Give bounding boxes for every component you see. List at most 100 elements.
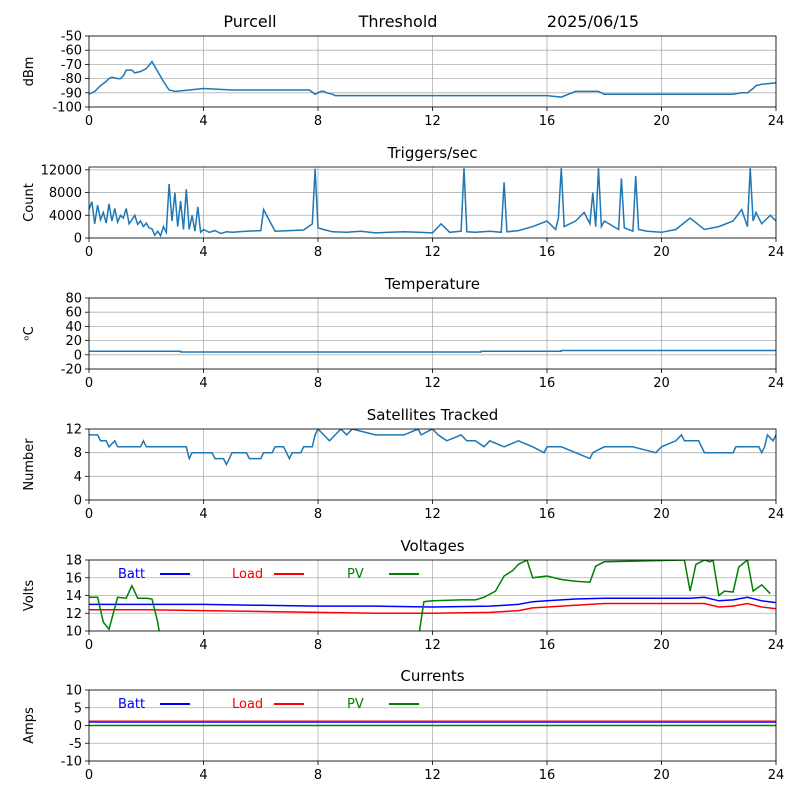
x-tick-label: 20 bbox=[653, 768, 670, 783]
y-tick-label: 8000 bbox=[49, 186, 82, 201]
series-line-rssi bbox=[89, 60, 776, 98]
x-tick-label: 16 bbox=[539, 638, 556, 653]
x-tick-label: 24 bbox=[768, 114, 785, 129]
x-tick-label: 0 bbox=[85, 376, 93, 391]
x-tick-label: 24 bbox=[768, 376, 785, 391]
x-tick-label: 8 bbox=[314, 638, 322, 653]
y-tick-label: 0 bbox=[74, 232, 82, 247]
x-tick-label: 20 bbox=[653, 114, 670, 129]
y-tick-label: 18 bbox=[65, 554, 82, 569]
y-tick-label: 5 bbox=[74, 701, 82, 716]
y-axis-label: Amps bbox=[22, 707, 37, 744]
x-tick-label: 0 bbox=[85, 638, 93, 653]
y-tick-label: 14 bbox=[65, 589, 82, 604]
x-tick-label: 0 bbox=[85, 507, 93, 522]
chart-title: Voltages bbox=[400, 537, 464, 555]
x-tick-label: 20 bbox=[653, 638, 670, 653]
y-tick-label: 10 bbox=[65, 625, 82, 640]
x-tick-label: 16 bbox=[539, 768, 556, 783]
legend-label-pv: PV bbox=[347, 567, 364, 582]
x-tick-label: 24 bbox=[768, 768, 785, 783]
chart-satellites: 0 4 8 12 16 20 24 0 4 8 12 Satellites Tracked Number bbox=[22, 406, 784, 522]
x-tick-label: 20 bbox=[653, 376, 670, 391]
y-tick-label: 40 bbox=[65, 320, 82, 335]
x-tick-label: 8 bbox=[314, 507, 322, 522]
legend-label-load: Load bbox=[232, 697, 263, 712]
y-axis-label: dBm bbox=[22, 57, 37, 87]
x-tick-label: 8 bbox=[314, 768, 322, 783]
x-tick-label: 16 bbox=[539, 507, 556, 522]
x-tick-label: 4 bbox=[199, 114, 207, 129]
y-tick-label: 8 bbox=[74, 446, 82, 461]
x-tick-label: 4 bbox=[199, 638, 207, 653]
y-tick-label: -100 bbox=[52, 101, 82, 116]
x-tick-label: 16 bbox=[539, 245, 556, 260]
x-tick-label: 4 bbox=[199, 245, 207, 260]
x-tick-label: 0 bbox=[85, 768, 93, 783]
y-tick-label: -10 bbox=[61, 755, 82, 770]
y-axis-label: Number bbox=[22, 438, 37, 491]
header-date: 2025/06/15 bbox=[547, 12, 639, 31]
y-axis-label: ᵒC bbox=[22, 326, 37, 340]
y-tick-label: 4000 bbox=[49, 209, 82, 224]
series-line-satellites bbox=[89, 429, 776, 467]
x-tick-label: 12 bbox=[424, 768, 441, 783]
y-tick-label: 80 bbox=[65, 292, 82, 307]
x-tick-label: 20 bbox=[653, 245, 670, 260]
x-tick-label: 16 bbox=[539, 376, 556, 391]
y-tick-label: -5 bbox=[69, 737, 82, 752]
y-tick-label: 0 bbox=[74, 719, 82, 734]
header-mode: Threshold bbox=[358, 12, 438, 31]
y-tick-label: -20 bbox=[61, 363, 82, 378]
x-tick-label: 4 bbox=[199, 768, 207, 783]
legend-label-pv: PV bbox=[347, 697, 364, 712]
series-line-temperature bbox=[89, 349, 776, 353]
chart-title: Temperature bbox=[384, 275, 480, 293]
y-tick-label: 12 bbox=[65, 423, 82, 438]
x-tick-label: 24 bbox=[768, 245, 785, 260]
legend-label-load: Load bbox=[232, 567, 263, 582]
x-tick-label: 8 bbox=[314, 376, 322, 391]
chart-title: Satellites Tracked bbox=[367, 406, 498, 424]
legend-label-batt: Batt bbox=[118, 697, 145, 712]
y-tick-label: 20 bbox=[65, 334, 82, 349]
chart-title: Currents bbox=[400, 667, 464, 685]
x-tick-label: 16 bbox=[539, 114, 556, 129]
chart-voltages: 0 4 8 12 16 20 24 10 12 14 16 18 Voltages Volts Batt Lo… bbox=[22, 537, 784, 653]
x-tick-label: 8 bbox=[314, 245, 322, 260]
x-tick-label: 8 bbox=[314, 114, 322, 129]
x-tick-label: 12 bbox=[424, 245, 441, 260]
chart-rssi: 0 4 8 12 16 20 24 -100-90-80-70-60-50 dBm bbox=[22, 30, 784, 130]
x-tick-label: 0 bbox=[85, 245, 93, 260]
x-tick-label: 12 bbox=[424, 507, 441, 522]
x-tick-label: 4 bbox=[199, 376, 207, 391]
chart-triggers: 0 4 8 12 16 20 24 0 4000 8000 12000 Triggers/sec Cou… bbox=[22, 144, 784, 260]
series-line-batt bbox=[89, 596, 776, 608]
legend-label-batt: Batt bbox=[118, 567, 145, 582]
y-tick-label: 0 bbox=[74, 348, 82, 363]
y-tick-label: -90 bbox=[61, 86, 82, 101]
y-tick-label: 0 bbox=[74, 494, 82, 509]
x-tick-label: 4 bbox=[199, 507, 207, 522]
chart-currents: 0 4 8 12 16 20 24 -10 -5 0 5 10 Currents Amps Batt Load… bbox=[22, 667, 784, 783]
y-tick-label: -50 bbox=[61, 30, 82, 45]
x-tick-label: 24 bbox=[768, 507, 785, 522]
x-tick-label: 12 bbox=[424, 638, 441, 653]
y-axis-label: Volts bbox=[22, 580, 37, 612]
x-tick-label: 0 bbox=[85, 114, 93, 129]
y-tick-label: -80 bbox=[61, 72, 82, 87]
series-line-load bbox=[89, 602, 776, 615]
series-line-pv bbox=[89, 560, 771, 631]
y-tick-label: 4 bbox=[74, 470, 82, 485]
y-tick-label: 12 bbox=[65, 607, 82, 622]
y-tick-label: -60 bbox=[61, 44, 82, 59]
y-tick-label: 60 bbox=[65, 306, 82, 321]
header-station: Purcell bbox=[223, 12, 276, 31]
chart-title: Triggers/sec bbox=[387, 144, 478, 162]
series-line-triggers bbox=[89, 168, 776, 238]
y-tick-label: -70 bbox=[61, 58, 82, 73]
y-tick-label: 12000 bbox=[41, 163, 82, 178]
